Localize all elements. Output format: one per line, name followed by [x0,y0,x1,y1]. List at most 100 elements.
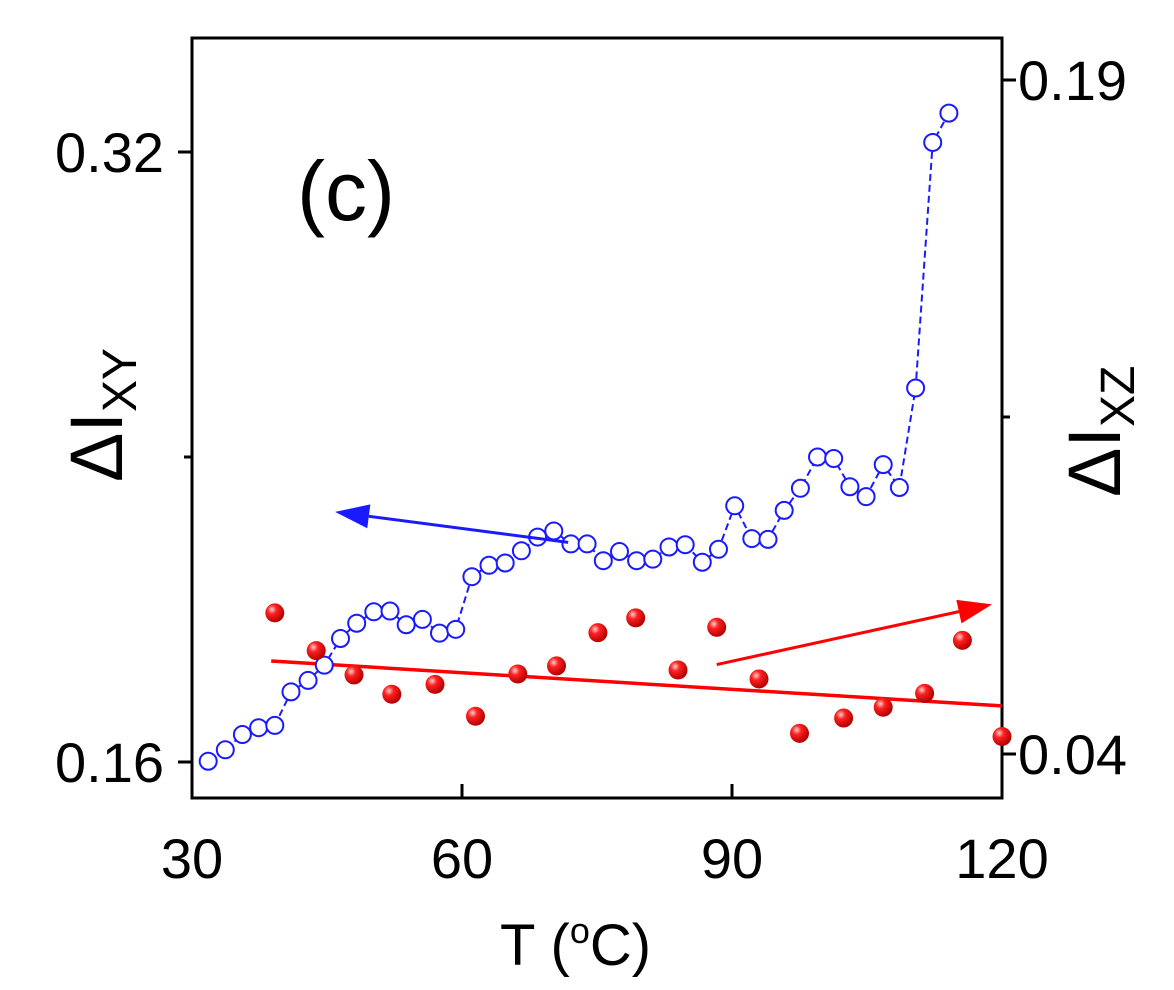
x-tick-label: 60 [431,827,493,890]
series-xz-point [588,623,608,643]
y-right-tick-label: 0.04 [1018,723,1127,786]
y-left-axis-title-sub: XY [94,348,147,412]
y-left-axis-title-base: ΔI [55,412,138,482]
series-xy-point [923,132,943,152]
x-tick-label: 120 [955,827,1048,890]
axis-ticks [178,78,1016,798]
series-xy-point [396,615,416,635]
series-xy-point [347,613,367,633]
series-xz-point [626,608,646,628]
series-xz-point [425,674,445,694]
arrow-to-right-axis [716,599,993,667]
series-xz-point [992,726,1012,746]
series-xz-point [466,706,485,726]
axis-tick-labels: 30 60 90 120 0.16 0.32 0.04 0.19 [55,49,1127,890]
series-xy-point [265,715,285,735]
series-xz-point [265,603,285,623]
arrow-head [956,599,993,624]
series-xy-point [675,535,695,555]
series-xy-point [643,549,663,569]
svg-text:ΔIXY: ΔIXY [55,348,147,482]
series-xy-point [430,623,449,643]
series-xy-point [479,555,499,575]
arrow-layer [335,504,993,667]
series-xy-point [331,628,350,648]
series-xz-point [834,708,854,728]
y-right-axis-title-base: ΔI [1053,427,1136,497]
fit-layer [271,659,1003,708]
series-xy-point [790,478,810,498]
arrow-shaft [716,610,960,667]
series-xz-point [749,669,769,689]
x-axis-title-base: T ( [500,913,570,978]
y-left-axis-title: ΔIXY [55,348,147,482]
series-xz-point [790,723,809,743]
y-right-axis-title-sub: XZ [1092,366,1145,427]
series-xy-point [840,477,860,497]
series-xy-point [249,718,269,738]
series-xy-point [610,542,629,562]
panel-label: (c) [297,144,395,238]
arrow-head [335,504,371,529]
series-xy-point [709,539,728,559]
series-xy-point [692,552,712,572]
series-xy-point [561,534,581,554]
series-xy-point [446,619,466,639]
series-xy-point [544,521,564,541]
series-xy-point [232,725,252,745]
series-xy-point [856,487,876,507]
series-xy-point [774,500,794,520]
series-xy-point [758,529,778,549]
y-left-tick-label: 0.16 [55,731,164,794]
series-xz-point [707,617,727,637]
series-xy-point [215,740,235,760]
series-xy-point [808,447,827,467]
y-right-axis-title: ΔIXZ [1053,366,1145,497]
series-xy-point [281,682,301,702]
series-xz-point [873,697,893,717]
series-xy-point [577,534,597,554]
x-tick-label: 90 [701,827,763,890]
x-axis-title-unit: C) [590,913,651,978]
series-xy-point [824,449,844,469]
series-xz-point [508,664,528,684]
series-xz-point [952,630,972,650]
series-xy-point [380,601,400,621]
series-xy-point [906,378,926,398]
series-xy-point [725,496,745,516]
series-layer [198,103,1012,771]
series-xy-point [495,553,515,573]
series-xy-point [873,455,893,475]
y-left-tick-label: 0.32 [55,121,164,184]
x-axis-title-degree: o [570,910,590,951]
fit-line-xz [271,659,1003,708]
series-xy-point [627,551,647,571]
series-xy-point [659,537,679,557]
series-xz-point [344,665,364,685]
series-xz-point [668,660,688,680]
svg-text:ΔIXZ: ΔIXZ [1053,366,1145,497]
series-xz-point [382,684,402,704]
x-tick-label: 30 [161,827,223,890]
series-xy-point [593,551,613,571]
x-axis-title: T (oC) [500,910,651,978]
series-xy-point [511,541,531,561]
series-xy-point [742,529,762,549]
series-xy-point [298,670,318,690]
y-right-tick-label: 0.19 [1018,49,1127,112]
series-xy-point [462,567,482,587]
series-xz-point [915,683,935,703]
arrow-to-left-axis [335,504,569,544]
series-xy-point [889,478,909,497]
series-xy-point [198,751,218,771]
series-xy-point [314,655,334,675]
arrow-shaft [368,514,569,544]
series-xz-point [306,641,326,661]
series-xy [198,103,959,771]
series-xy-point [412,609,432,629]
series-xy-point [939,103,959,123]
series-xz [265,603,1012,746]
series-xy-point [364,602,384,622]
series-xz-point [547,656,566,676]
